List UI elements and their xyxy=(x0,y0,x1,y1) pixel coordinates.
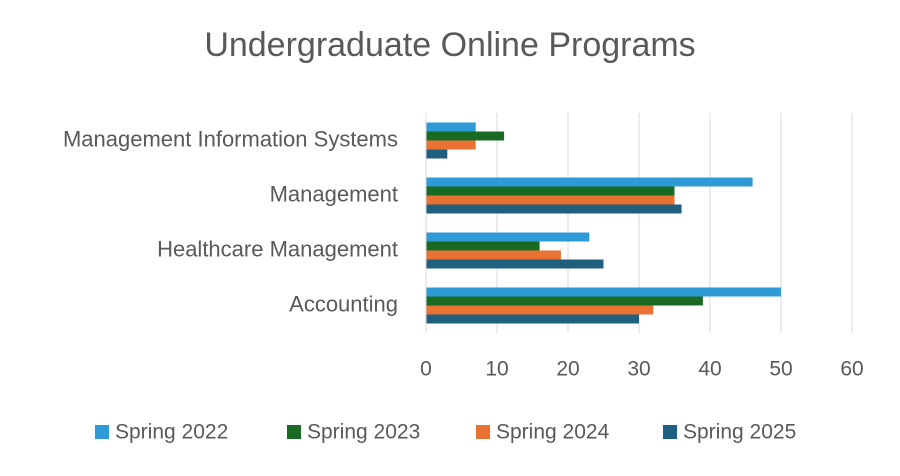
bar xyxy=(426,140,476,150)
x-tick-label: 30 xyxy=(627,358,650,381)
bar xyxy=(426,131,505,141)
chart-title: Undergraduate Online Programs xyxy=(204,26,695,64)
bar xyxy=(426,259,604,269)
y-tick-label: Management xyxy=(270,181,398,206)
legend-swatch xyxy=(95,425,109,439)
y-tick-label: Healthcare Management xyxy=(157,236,398,261)
legend-label: Spring 2025 xyxy=(683,421,796,444)
legend-swatch xyxy=(663,425,677,439)
x-tick-label: 50 xyxy=(769,358,792,381)
legend-swatch xyxy=(476,425,490,439)
x-tick-label: 10 xyxy=(485,358,508,381)
bar xyxy=(426,122,476,132)
x-tick-label: 0 xyxy=(420,358,432,381)
legend-label: Spring 2023 xyxy=(307,421,420,444)
x-tick-label: 60 xyxy=(840,358,863,381)
legend-label: Spring 2022 xyxy=(115,421,228,444)
bar xyxy=(426,177,753,187)
bar xyxy=(426,250,561,260)
bar xyxy=(426,232,590,242)
bar xyxy=(426,241,540,251)
legend-swatch xyxy=(287,425,301,439)
bar xyxy=(426,186,675,196)
bar xyxy=(426,314,639,324)
y-tick-label: Accounting xyxy=(289,291,398,316)
legend-label: Spring 2024 xyxy=(496,421,610,444)
x-tick-label: 40 xyxy=(698,358,721,381)
bar xyxy=(426,204,682,214)
y-tick-label: Management Information Systems xyxy=(63,126,398,151)
bar xyxy=(426,195,675,205)
bar xyxy=(426,296,703,306)
bar xyxy=(426,149,448,159)
bar xyxy=(426,287,781,297)
bar xyxy=(426,305,654,315)
x-tick-label: 20 xyxy=(556,358,579,381)
